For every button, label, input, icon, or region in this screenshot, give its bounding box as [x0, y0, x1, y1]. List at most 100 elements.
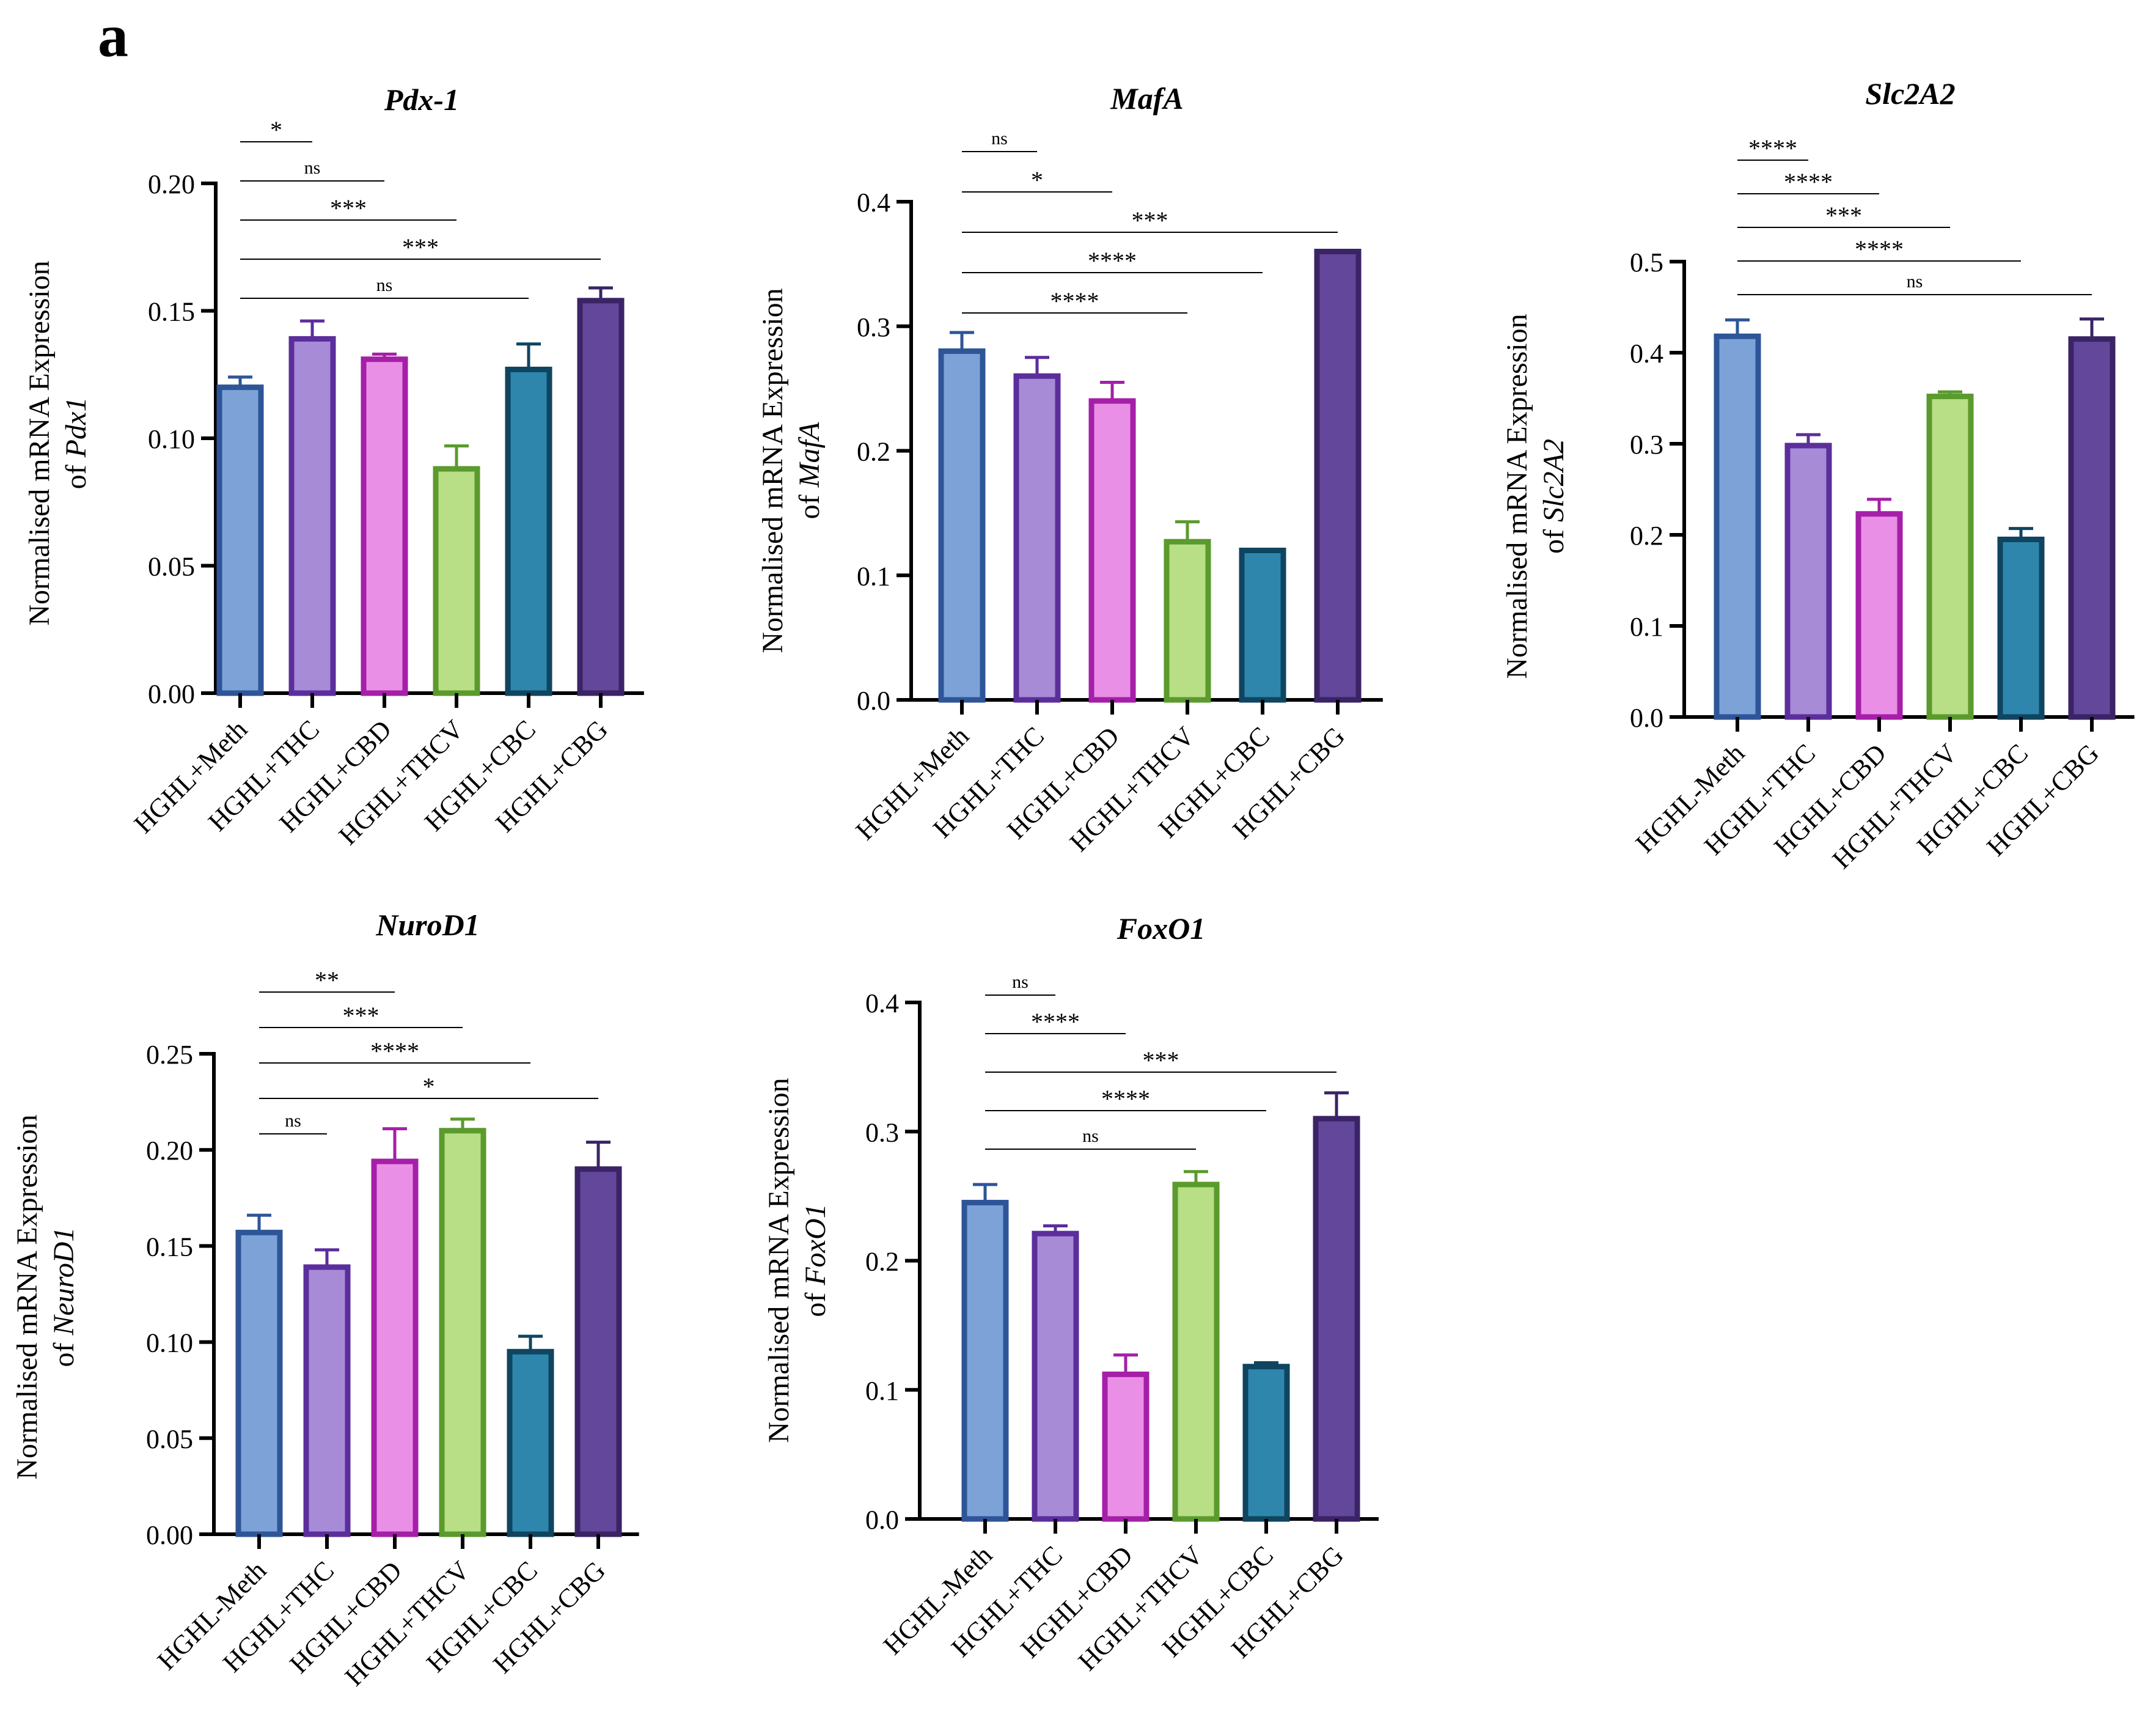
y-tick-label: 0.3 [865, 1117, 899, 1147]
significance-label: ns [304, 158, 321, 178]
y-axis-label-gene: of NeuroD1 [48, 1227, 80, 1367]
significance-label: * [270, 116, 282, 144]
significance-label: **** [1101, 1085, 1150, 1112]
significance-label: *** [1825, 202, 1862, 229]
bar-hghl-thc [288, 336, 336, 696]
y-axis-label-gene: of Slc2A2 [1538, 439, 1570, 554]
y-tick-label: 0.05 [146, 1424, 193, 1454]
y-tick-label: 0.20 [148, 169, 195, 199]
bar-hghl-cbd [1855, 511, 1903, 720]
significance-label: **** [1855, 235, 1904, 263]
y-tick-label: 0.3 [1630, 430, 1663, 460]
significance-label: **** [370, 1037, 419, 1065]
panel-letter: a [98, 2, 128, 70]
bar-hghl-cbg [1313, 1116, 1360, 1522]
y-tick-label: 0.05 [148, 552, 195, 582]
bar-hghl-cbg [1314, 249, 1362, 703]
y-tick-label: 0.10 [148, 424, 195, 454]
significance-label: **** [1031, 1008, 1080, 1035]
significance-label: *** [402, 233, 439, 261]
chart-pdx1: Pdx-1 Normalised mRNA Expression of Pdx1 0.… [23, 83, 644, 851]
significance-label: ns [285, 1111, 301, 1131]
bar-hghl-cbd [361, 356, 408, 696]
significance-label: **** [1050, 287, 1099, 315]
bar-hghl-cbc [1239, 548, 1286, 703]
bar-hghl-cbc [507, 1348, 554, 1537]
bar-hghl-thcv [439, 1128, 486, 1537]
bar-hghl-cbc [1242, 1364, 1290, 1522]
significance-label: ns [1907, 271, 1923, 292]
y-axis-label-gene: of Pdx1 [60, 397, 92, 490]
chart-title: Slc2A2 [1865, 76, 1955, 111]
bar-hghl-meth [235, 1229, 283, 1537]
y-tick-label: 0.5 [1630, 248, 1663, 278]
chart-mafa: MafA Normalised mRNA Expression of MafA 0.0… [757, 81, 1383, 858]
chart-title: FoxO1 [1116, 911, 1205, 946]
y-axis-label-gene: of MafA [793, 422, 826, 519]
bar-hghl-cbd [1102, 1371, 1150, 1522]
chart-title: MafA [1110, 81, 1183, 116]
significance-label: *** [343, 1002, 380, 1029]
y-axis-label: Normalised mRNA Expression [1501, 314, 1533, 678]
bar-hghl-thc [1013, 373, 1061, 703]
bar-hghl-meth [938, 348, 986, 703]
y-tick-label: 0.1 [865, 1376, 899, 1406]
significance-label: **** [1784, 168, 1833, 196]
y-tick-label: 0.15 [148, 297, 195, 327]
bar-hghl-cbd [1088, 398, 1136, 703]
bar-hghl-thcv [1172, 1182, 1220, 1522]
bar-hghl-thc [303, 1264, 351, 1537]
y-tick-label: 0.20 [146, 1136, 193, 1166]
y-tick-label: 0.10 [146, 1328, 193, 1358]
y-tick-label: 0.2 [1630, 521, 1663, 551]
y-axis-label: Normalised mRNA Expression [763, 1078, 795, 1443]
chart-foxo1: FoxO1 Normalised mRNA Expression of FoxO1 0… [763, 911, 1379, 1677]
significance-label: ns [1082, 1126, 1099, 1146]
bar-hghl-cbg [574, 1166, 622, 1537]
significance-label: ns [991, 128, 1008, 149]
bar-hghl-meth [1714, 333, 1761, 720]
chart-slc2a2: Slc2A2 Normalised mRNA Expression of Slc2A… [1501, 76, 2135, 875]
y-tick-label: 0.3 [857, 312, 890, 342]
y-axis-label-gene: of FoxO1 [799, 1204, 832, 1317]
y-tick-label: 0.0 [857, 686, 890, 716]
chart-nurod1: NuroD1 Normalised mRNA Expression of Neuro… [11, 908, 639, 1692]
bar-hghl-thcv [1164, 539, 1211, 703]
bar-hghl-cbg [577, 298, 625, 696]
significance-label: *** [1143, 1046, 1179, 1074]
significance-label: * [423, 1073, 435, 1100]
bar-hghl-cbc [505, 366, 552, 696]
bar-hghl-thcv [433, 466, 480, 696]
bar-hghl-thcv [1926, 394, 1974, 720]
y-tick-label: 0.4 [1630, 339, 1663, 369]
bar-hghl-meth [216, 384, 264, 696]
significance-label: *** [1132, 207, 1168, 234]
significance-label: ** [315, 966, 339, 994]
x-tick-label: HGHL+THCV [1827, 738, 1963, 874]
significance-label: **** [1748, 134, 1797, 162]
y-tick-label: 0.0 [865, 1505, 899, 1535]
y-axis-label: Normalised mRNA Expression [23, 260, 56, 625]
chart-title: NuroD1 [375, 908, 479, 942]
bar-hghl-meth [961, 1199, 1009, 1522]
bar-hghl-cbc [1997, 536, 2045, 720]
bar-hghl-cbg [2068, 336, 2116, 720]
y-tick-label: 0.25 [146, 1040, 193, 1070]
significance-label: * [1031, 166, 1043, 194]
x-tick-label: HGHL+THCV [1072, 1540, 1209, 1676]
y-tick-label: 0.0 [1630, 703, 1663, 733]
y-tick-label: 0.1 [1630, 612, 1663, 642]
y-tick-label: 0.2 [865, 1247, 899, 1277]
bar-hghl-thc [1032, 1230, 1079, 1522]
y-tick-label: 0.00 [148, 679, 195, 709]
y-tick-label: 0.15 [146, 1232, 193, 1262]
y-tick-label: 0.4 [857, 188, 890, 218]
significance-label: *** [330, 194, 367, 222]
significance-label: **** [1088, 247, 1137, 274]
y-tick-label: 0.2 [857, 437, 890, 467]
bar-hghl-cbd [371, 1158, 419, 1537]
y-tick-label: 0.4 [865, 988, 899, 1018]
y-tick-label: 0.00 [146, 1520, 193, 1550]
